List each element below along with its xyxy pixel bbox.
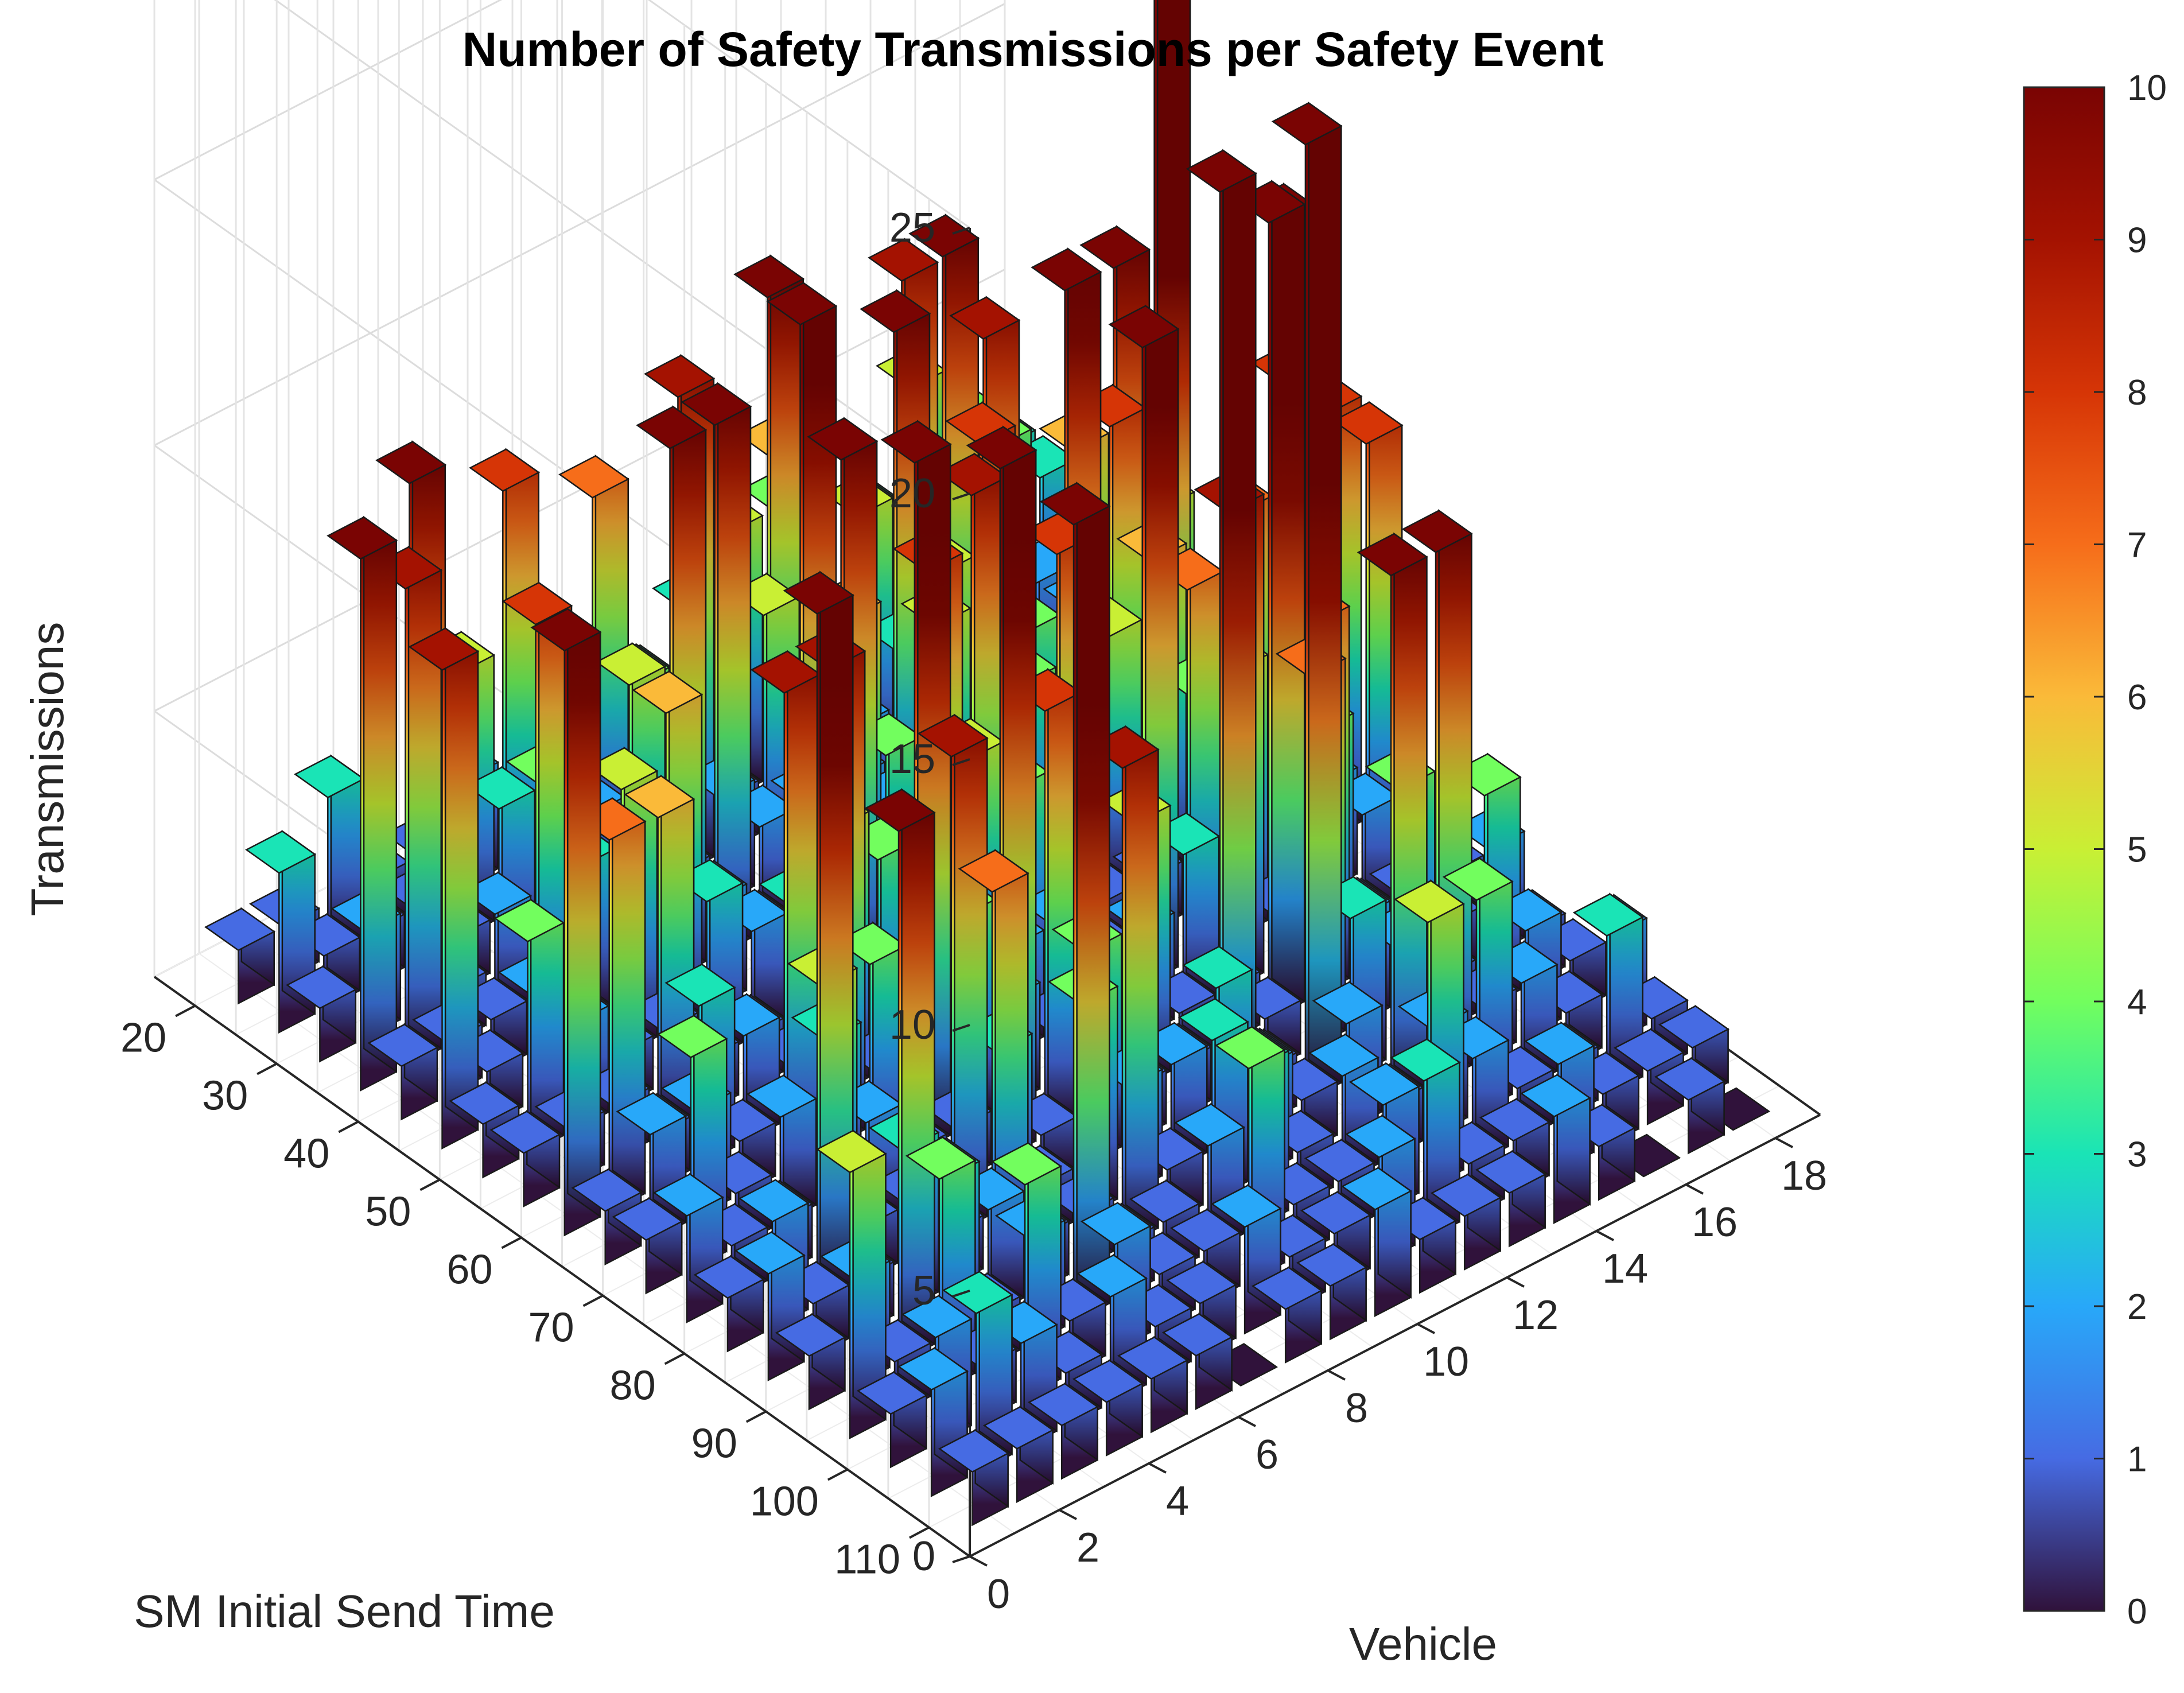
- y-tick-label: 40: [283, 1131, 329, 1177]
- bar: [408, 627, 480, 1150]
- y-tick-label: 70: [528, 1305, 574, 1351]
- colorbar-tick-label: 6: [2127, 678, 2147, 717]
- colorbar: 0 1 2 3 4 5 6 7 8 9 10: [2023, 68, 2167, 1632]
- x-tick-label: 6: [1256, 1432, 1278, 1478]
- y-tick-label: 50: [365, 1189, 411, 1235]
- bar: [204, 907, 276, 1005]
- colorbar-gradient: [2023, 86, 2105, 1612]
- bar: [1251, 1266, 1323, 1364]
- bar: [856, 1370, 928, 1469]
- y-tick-label: 80: [610, 1363, 656, 1409]
- axis-line: [969, 1113, 1821, 1558]
- bar: [245, 829, 317, 1034]
- bar: [982, 1405, 1054, 1503]
- colorbar-ticks: 0 1 2 3 4 5 6 7 8 9 10: [2024, 68, 2167, 1632]
- x-axis-label: Vehicle: [1349, 1618, 1497, 1669]
- x-tick-label: 8: [1345, 1385, 1368, 1431]
- bar: [1340, 1166, 1412, 1317]
- bar: [1357, 532, 1428, 1108]
- grid-line: [647, 0, 970, 229]
- bar: [1088, 725, 1160, 1248]
- colorbar-tick-label: 4: [2127, 983, 2147, 1022]
- bar: [1430, 1173, 1502, 1271]
- bar: [530, 607, 602, 1237]
- y-tick-label: 100: [750, 1479, 819, 1525]
- bar: [489, 1110, 561, 1207]
- bar: [783, 570, 854, 1306]
- x-tick-label: 16: [1692, 1199, 1738, 1245]
- bar: [1271, 101, 1343, 1102]
- colorbar-tick-label: 3: [2127, 1135, 2147, 1175]
- bar: [612, 1197, 683, 1295]
- colorbar-tick-label: 2: [2127, 1287, 2147, 1327]
- bar: [1234, 180, 1306, 1022]
- ticks-layer: 0 5 10 15 20 25 20 30 40 50 60 70 80 90 100 110 0 2 4 6 8 10 1…: [121, 205, 1827, 1617]
- colorbar-tick-label: 8: [2127, 373, 2147, 413]
- z-tick-label: 0: [912, 1533, 935, 1579]
- bar: [1039, 482, 1111, 1323]
- z-tick-label: 20: [889, 471, 935, 517]
- bar: [1117, 1335, 1188, 1434]
- bar: [1475, 1150, 1546, 1248]
- z-tick-label: 15: [889, 736, 935, 782]
- chart-title: Number of Safety Transmissions per Safet…: [463, 22, 1604, 76]
- bar: [1385, 1196, 1457, 1294]
- bar: [1300, 1190, 1371, 1288]
- colorbar-tick-label: 10: [2127, 68, 2167, 108]
- bar: [1161, 1313, 1233, 1410]
- bar: [938, 1428, 1009, 1527]
- bar: [1296, 1242, 1367, 1341]
- bar: [1027, 1382, 1099, 1480]
- y-tick-label: 60: [446, 1247, 492, 1293]
- bar: [775, 1313, 846, 1411]
- bar: [286, 965, 357, 1063]
- grid-line: [154, 0, 503, 181]
- x-tick-label: 4: [1166, 1478, 1189, 1524]
- colorbar-tick-label: 7: [2127, 526, 2147, 565]
- bar: [1186, 149, 1257, 1097]
- grid-line: [154, 269, 1005, 712]
- bar: [815, 1129, 887, 1439]
- z-axis-label: Transmissions: [22, 622, 73, 917]
- bar: [864, 788, 936, 1364]
- grid-line: [154, 3, 1005, 446]
- y-tick-label: 110: [834, 1537, 900, 1583]
- x-tick-label: 18: [1781, 1153, 1827, 1199]
- y-tick-label: 30: [202, 1073, 248, 1119]
- bar: [1520, 1073, 1591, 1224]
- bars-layer: [204, 0, 1770, 1527]
- x-tick-label: 0: [987, 1571, 1010, 1617]
- bar: [693, 1255, 765, 1353]
- y-tick-label: 20: [121, 1015, 166, 1061]
- z-tick-label: 10: [889, 1002, 935, 1048]
- bar: [1072, 1359, 1144, 1457]
- x-tick-label: 2: [1077, 1525, 1099, 1571]
- bar: [1133, 1127, 1204, 1225]
- x-tick-label: 10: [1423, 1339, 1469, 1385]
- y-tick-label: 90: [691, 1421, 737, 1467]
- colorbar-tick-label: 0: [2127, 1592, 2147, 1632]
- bar: [1654, 1057, 1726, 1155]
- colorbar-tick-label: 1: [2127, 1440, 2147, 1480]
- bar: [681, 382, 752, 958]
- colorbar-tick-label: 9: [2127, 221, 2147, 261]
- z-tick-label: 5: [912, 1268, 935, 1314]
- bar: [327, 515, 398, 1092]
- bar: [367, 1023, 439, 1121]
- z-tick-label: 25: [889, 205, 935, 251]
- y-axis-label: SM Initial Send Time: [134, 1586, 555, 1637]
- axis-line: [153, 976, 971, 1558]
- x-tick-label: 12: [1513, 1292, 1559, 1338]
- x-tick-label: 14: [1602, 1246, 1648, 1292]
- colorbar-tick-label: 5: [2127, 830, 2147, 870]
